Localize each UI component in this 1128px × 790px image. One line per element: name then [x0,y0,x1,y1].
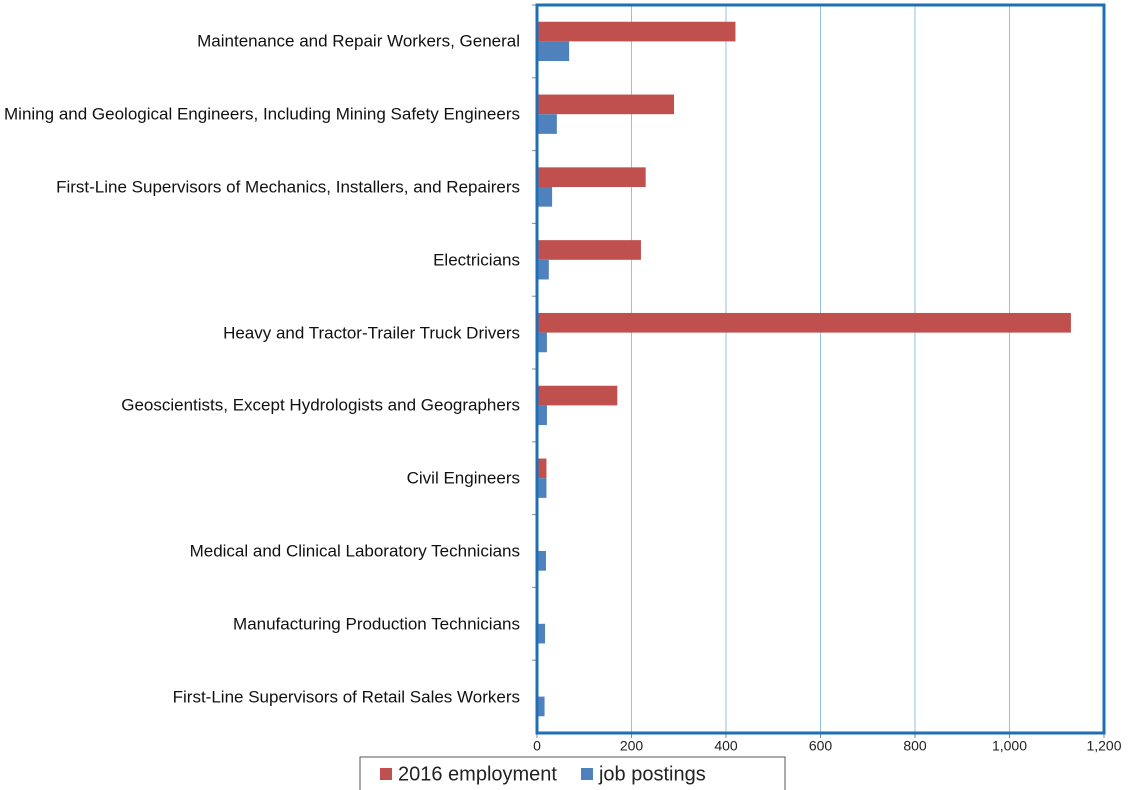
y-tick-label: Heavy and Tractor-Trailer Truck Drivers [223,323,520,343]
bar [537,259,549,280]
x-tick-label: 1,200 [1086,738,1121,754]
bar [537,623,546,644]
x-tick-label: 600 [809,738,833,754]
bar [537,167,646,187]
bar [537,94,675,115]
plot-border [535,3,1106,735]
legend-swatch [580,768,593,780]
bar [537,551,546,571]
y-tick-label: Medical and Clinical Laboratory Technici… [189,541,520,561]
x-tick-label: 200 [620,738,644,754]
x-tick-label: 0 [533,738,541,754]
bar [537,187,553,207]
bar [537,385,618,406]
y-tick-label: First-Line Supervisors of Mechanics, Ins… [56,177,520,197]
legend-label: 2016 employment [398,763,557,785]
y-tick-label: Mining and Geological Engineers, Includi… [4,104,520,124]
y-tick-label: Electricians [433,250,520,270]
x-tick-label: 1,000 [992,738,1027,754]
y-tick-label: Civil Engineers [406,468,520,488]
legend-label: job postings [598,763,706,785]
legend-box [359,756,786,790]
y-tick-label: Manufacturing Production Technicians [233,614,520,634]
y-tick-label: Geoscientists, Except Hydrologists and G… [121,395,520,415]
legend-swatch [380,768,392,780]
y-tick-label: Maintenance and Repair Workers, General [197,31,520,51]
x-tick-label: 800 [903,738,927,754]
x-tick-label: 400 [714,738,738,754]
bar [537,332,547,353]
bar [537,458,547,479]
bar [537,312,1071,333]
bar [537,21,736,42]
y-tick-label: First-Line Supervisors of Retail Sales W… [172,687,520,707]
bar [537,114,557,134]
bar [537,41,570,62]
bar [537,240,641,260]
bar [537,405,547,426]
bar [537,478,547,498]
bar [537,696,545,717]
